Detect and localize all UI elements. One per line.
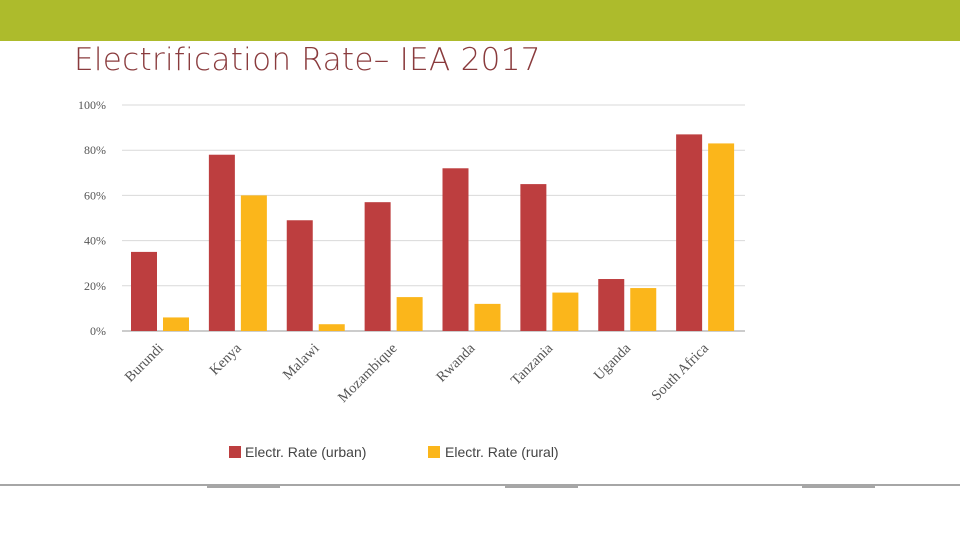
bar-rural xyxy=(552,292,579,331)
y-tick-label: 20% xyxy=(84,279,106,293)
bar-rural xyxy=(474,303,501,331)
bar-rural xyxy=(240,195,267,331)
bar-urban xyxy=(598,279,625,331)
bar-rural xyxy=(318,324,345,331)
footer-accent xyxy=(802,486,875,488)
x-tick-label: Kenya xyxy=(207,340,245,378)
legend-label: Electr. Rate (urban) xyxy=(245,444,366,460)
x-tick-label: Malawi xyxy=(280,341,323,384)
bar-urban xyxy=(286,220,313,331)
bar-urban xyxy=(364,202,391,331)
y-tick-label: 60% xyxy=(84,188,106,202)
x-tick-label: Burundi xyxy=(122,341,167,386)
y-tick-label: 100% xyxy=(78,98,106,112)
bar-rural xyxy=(630,288,657,331)
bar-rural xyxy=(708,143,735,331)
bar-urban xyxy=(676,134,703,331)
legend-swatch xyxy=(229,446,241,458)
x-tick-label: Uganda xyxy=(591,340,635,384)
legend-swatch xyxy=(428,446,440,458)
legend-label: Electr. Rate (rural) xyxy=(445,444,559,460)
x-tick-label: Tanzania xyxy=(508,340,557,389)
x-tick-label: Rwanda xyxy=(433,340,478,385)
bar-urban xyxy=(131,251,157,331)
bar-rural xyxy=(396,297,423,331)
bar-urban xyxy=(442,168,469,331)
bar-rural xyxy=(163,317,189,331)
footer-accent xyxy=(505,486,578,488)
x-tick-label: South Africa xyxy=(649,340,713,404)
y-tick-label: 0% xyxy=(90,324,106,338)
x-tick-label: Mozambique xyxy=(335,341,400,406)
bar-urban xyxy=(208,154,235,331)
y-tick-label: 80% xyxy=(84,143,106,157)
slide-title: Electrification Rate– IEA 2017 xyxy=(74,42,541,78)
bar-urban xyxy=(520,184,547,331)
footer-accent xyxy=(207,486,280,488)
y-tick-label: 40% xyxy=(84,234,106,248)
title-band xyxy=(0,0,960,41)
footer-divider xyxy=(0,484,960,486)
